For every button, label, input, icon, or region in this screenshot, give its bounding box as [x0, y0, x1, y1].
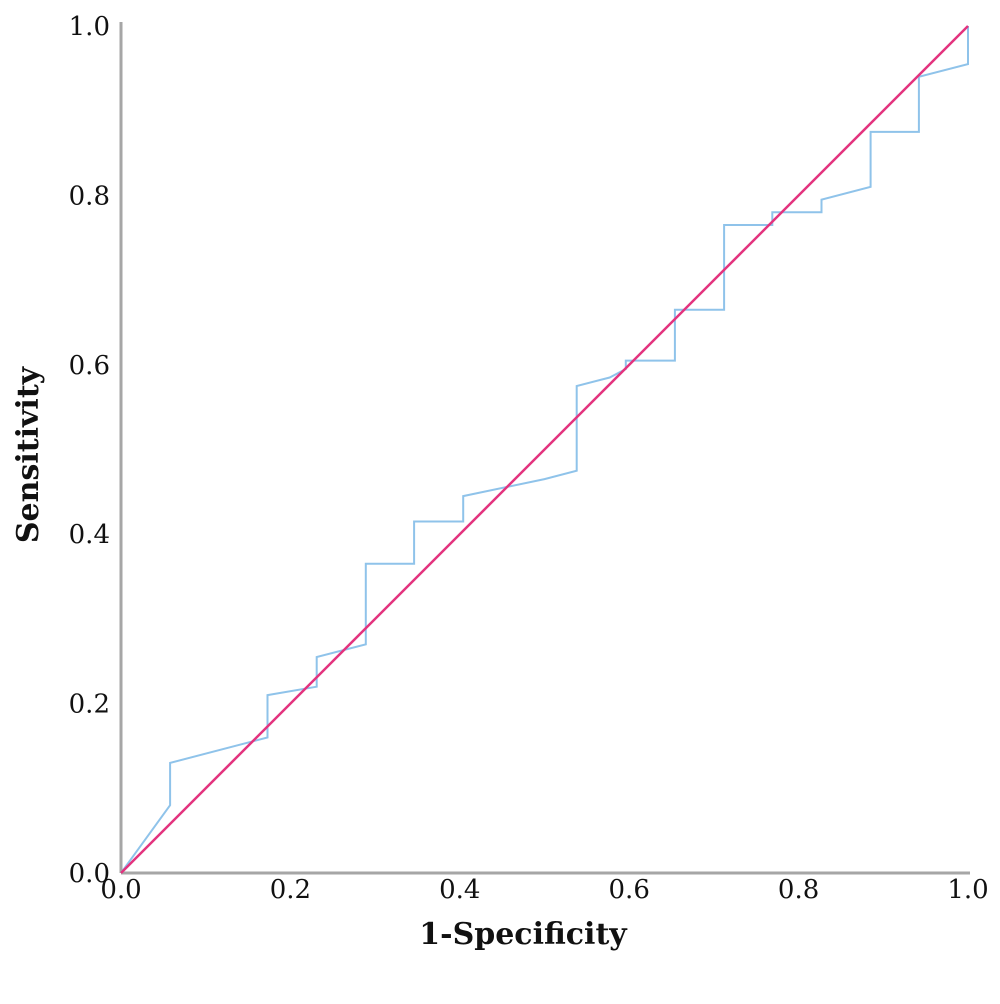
y-tick-label: 0.4: [69, 520, 110, 550]
x-tick-label: 0.6: [609, 875, 650, 905]
y-tick-label: 0.8: [69, 181, 110, 211]
y-tick-label: 0.0: [69, 859, 110, 889]
y-tick-label: 0.2: [69, 690, 110, 720]
axes: [119, 22, 970, 875]
x-tick-labels: 0.0 0.2 0.4 0.6 0.8 1.0: [100, 875, 988, 905]
y-tick-label: 0.6: [69, 351, 110, 381]
x-tick-label: 0.2: [270, 875, 311, 905]
x-tick-label: 0.4: [439, 875, 480, 905]
x-tick-label: 0.8: [778, 875, 819, 905]
reference-diagonal-line: [120, 25, 969, 874]
y-tick-label: 1.0: [69, 12, 110, 42]
y-axis-title: Sensitivity: [11, 365, 46, 543]
y-tick-labels: 0.0 0.2 0.4 0.6 0.8 1.0: [69, 12, 110, 889]
series-lines: [120, 25, 969, 874]
x-tick-label: 1.0: [947, 875, 988, 905]
x-tick-label: 0.0: [100, 875, 141, 905]
x-axis-title: 1-Specificity: [419, 917, 628, 952]
